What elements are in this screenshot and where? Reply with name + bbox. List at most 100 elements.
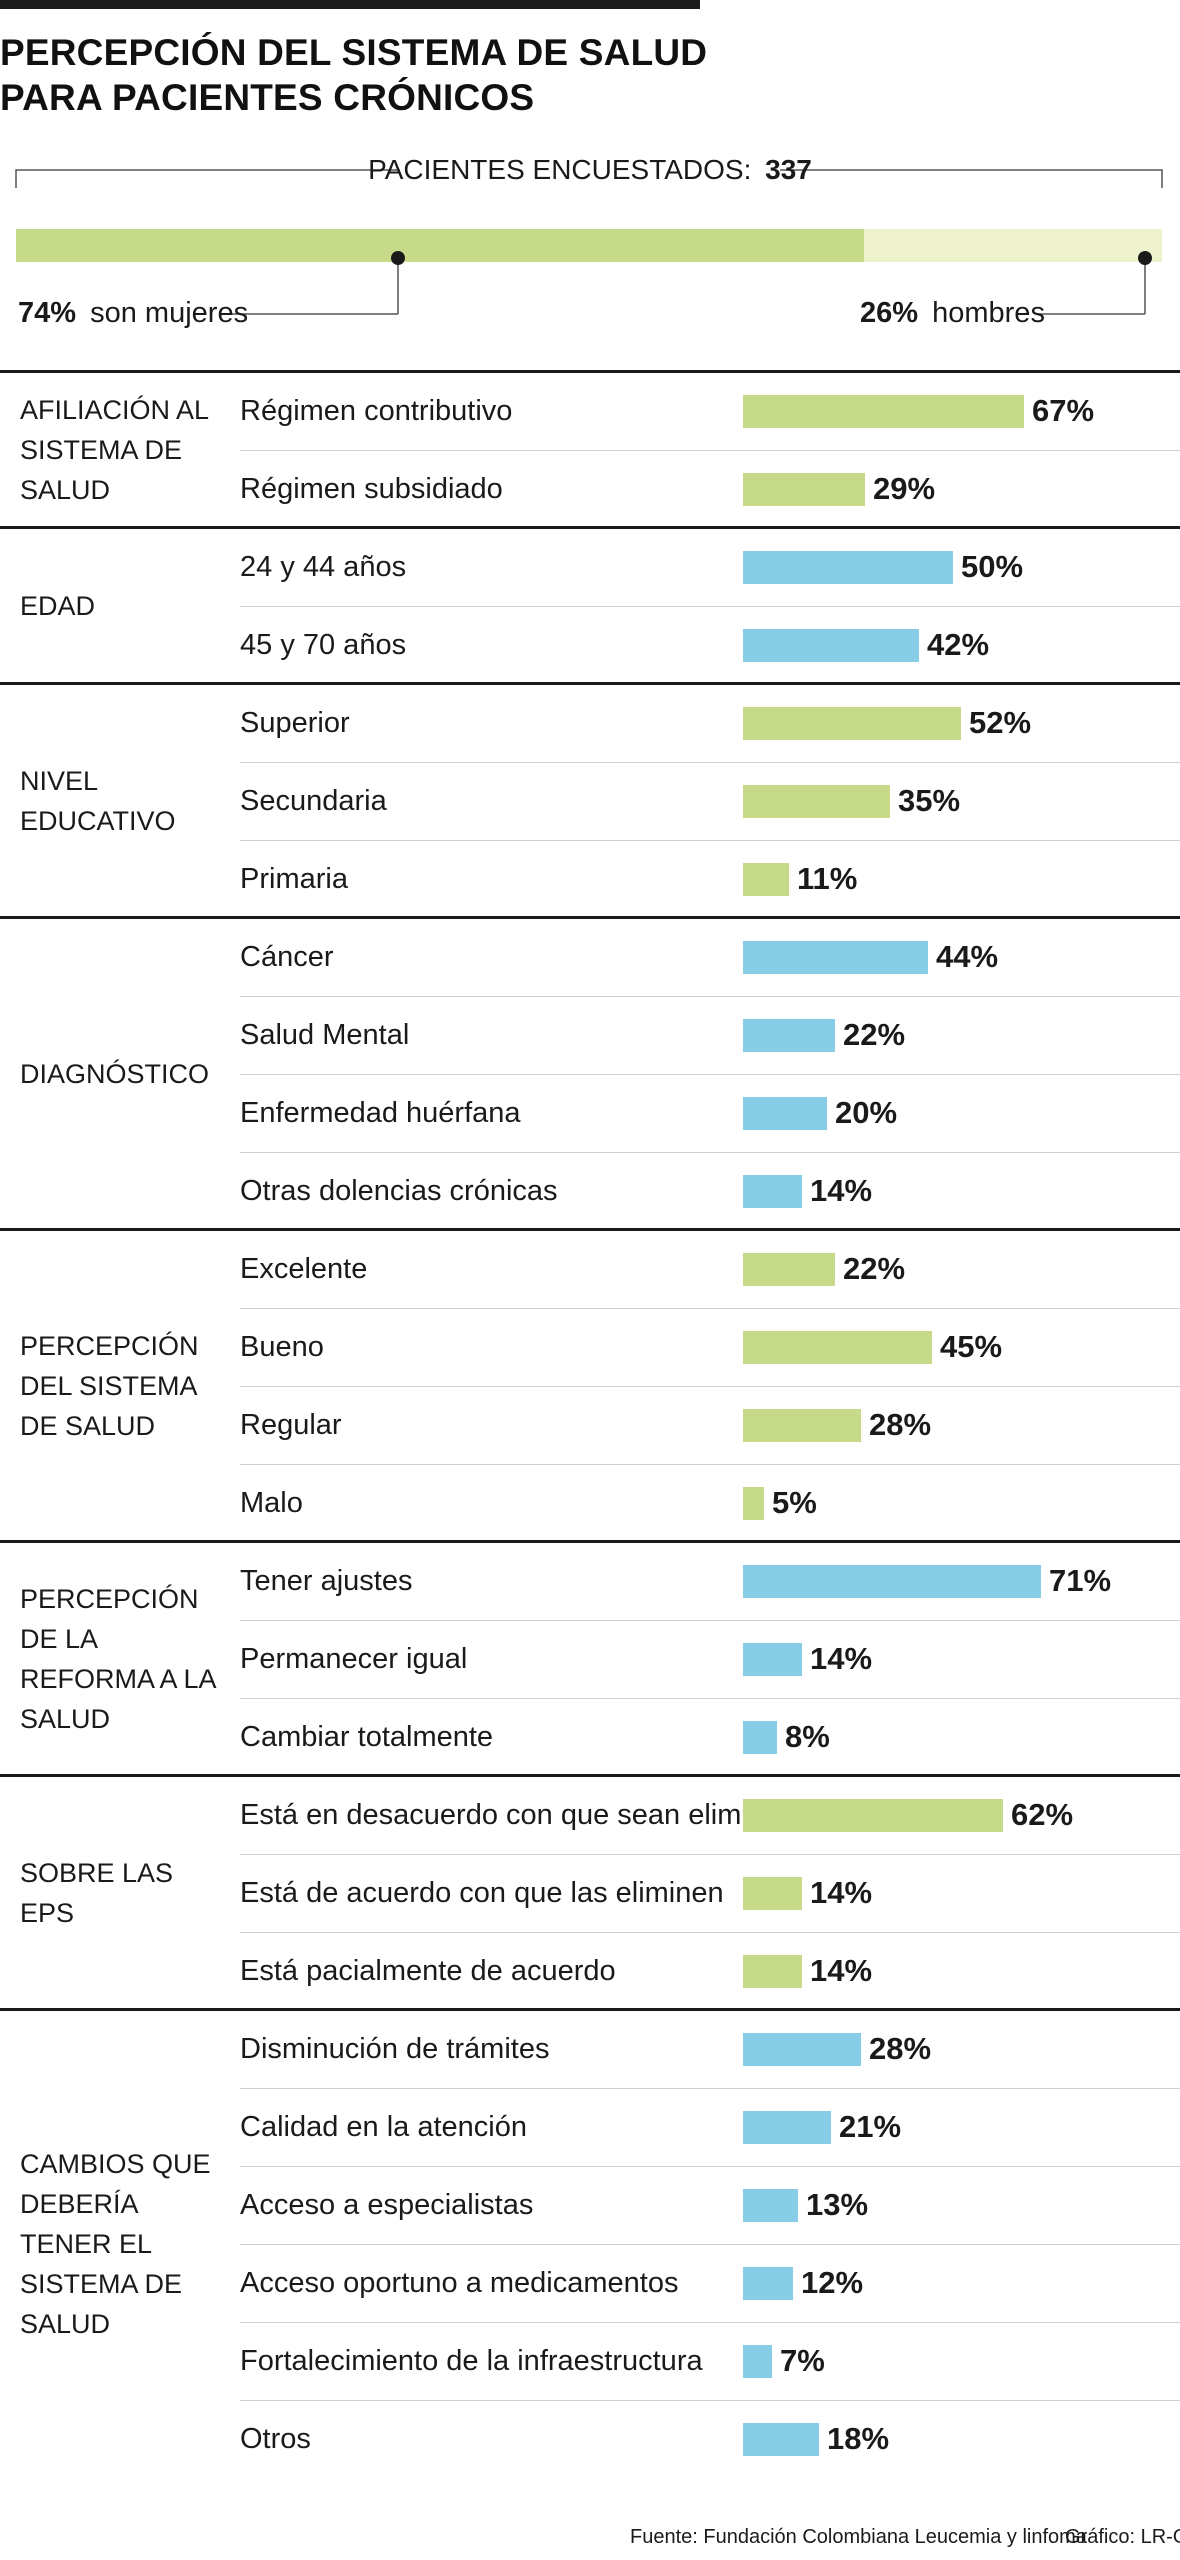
source-note: Fuente: Fundación Colombiana Leucemia y … [630,2526,1087,2548]
row-divider [240,2244,1180,2245]
bracket-right [780,169,1163,188]
bar [743,2032,861,2066]
bar [743,1642,802,1676]
row-divider [240,840,1180,841]
title-line-2: PARA PACIENTES CRÓNICOS [0,77,535,118]
row-label: 24 y 44 años [240,551,407,583]
value-label: 18% [827,2421,890,2456]
respondents-summary: PACIENTES ENCUESTADOS: 337 74% son mujer… [0,140,1180,360]
bar [743,2110,831,2144]
section-divider [0,526,1180,529]
top-rule [0,0,700,9]
bar [743,2344,772,2378]
section-divider [0,1540,1180,1543]
section-divider [0,916,1180,919]
row-divider [240,1854,1180,1855]
section-divider [0,2008,1180,2011]
row-label: Acceso a especialistas [240,2189,534,2221]
row-label: Fortalecimiento de la infraestructura [240,2345,703,2377]
value-label: 35% [898,783,961,818]
women-caption: 74% son mujeres [18,297,248,329]
value-label: 67% [1032,393,1095,428]
group-label: SOBRE LAS EPS [20,1858,174,1928]
men-leader-dot [1138,251,1152,265]
bar [743,394,1024,428]
value-label: 28% [869,2031,932,2066]
section-divider [0,682,1180,685]
row-label: Salud Mental [240,1019,410,1051]
bar [743,1564,1041,1598]
bar [743,2266,793,2300]
row-divider [240,2088,1180,2089]
row-label: Está pacialmente de acuerdo [240,1955,616,1987]
row-label: Superior [240,707,350,739]
row-divider [240,2166,1180,2167]
women-leader-dot [391,251,405,265]
value-label: 20% [835,1095,898,1130]
row-divider [240,450,1180,451]
group-label: DIAGNÓSTICO [20,1059,210,1089]
row-divider [240,2322,1180,2323]
respondents-heading: PACIENTES ENCUESTADOS: 337 [368,154,812,185]
row-divider [240,2400,1180,2401]
bar [743,706,961,740]
bar [743,1174,802,1208]
group-label: NIVEL EDUCATIVO [20,766,176,836]
section-divider [0,370,1180,373]
row-label: Calidad en la atención [240,2111,527,2143]
row-label: Disminución de trámites [240,2033,550,2065]
bar [743,1798,1003,1832]
row-divider [240,1152,1180,1153]
value-label: 50% [961,549,1024,584]
men-text: hombres [932,297,1045,329]
value-label: 7% [780,2343,825,2378]
row-label: Excelente [240,1253,368,1285]
row-label: Cáncer [240,941,334,973]
group-label: PERCEPCIÓN DE LA REFORMA A LA SALUD [20,1584,216,1734]
bar [743,1096,827,1130]
value-label: 44% [936,939,999,974]
row-divider [240,1074,1180,1075]
women-text: son mujeres [90,297,248,329]
row-label: Primaria [240,863,348,895]
bar [743,1018,835,1052]
bar [743,1720,777,1754]
row-label: Otros [240,2423,311,2455]
row-divider [240,1932,1180,1933]
value-label: 14% [810,1875,873,1910]
row-divider [240,1386,1180,1387]
bar [743,862,789,896]
value-label: 14% [810,1173,873,1208]
row-label: Está en desacuerdo con que sean eliminad… [240,1799,827,1831]
men-pct: 26% [860,297,918,329]
row-label: Permanecer igual [240,1643,468,1675]
value-label: 21% [839,2109,902,2144]
value-label: 62% [1011,1797,1074,1832]
row-label: Enfermedad huérfana [240,1097,521,1129]
value-label: 22% [843,1251,906,1286]
bracket-left [15,169,400,188]
bar [743,1408,861,1442]
value-label: 28% [869,1407,932,1442]
row-label: Cambiar totalmente [240,1721,494,1753]
row-label: Malo [240,1487,303,1519]
bar [743,1330,932,1364]
row-divider [240,606,1180,607]
value-label: 45% [940,1329,1003,1364]
bar [743,1252,835,1286]
group-label: EDAD [20,591,96,621]
row-label: Régimen subsidiado [240,473,503,505]
respondents-value: 337 [765,154,812,185]
row-label: Tener ajustes [240,1565,413,1597]
section-divider [0,1228,1180,1231]
value-label: 29% [873,471,936,506]
men-share-bar [864,229,1162,262]
value-label: 12% [801,2265,864,2300]
row-divider [240,996,1180,997]
value-label: 8% [785,1719,830,1754]
row-label: Está de acuerdo con que las eliminen [240,1877,724,1909]
row-label: 45 y 70 años [240,629,407,661]
bar [743,628,919,662]
row-divider [240,1464,1180,1465]
